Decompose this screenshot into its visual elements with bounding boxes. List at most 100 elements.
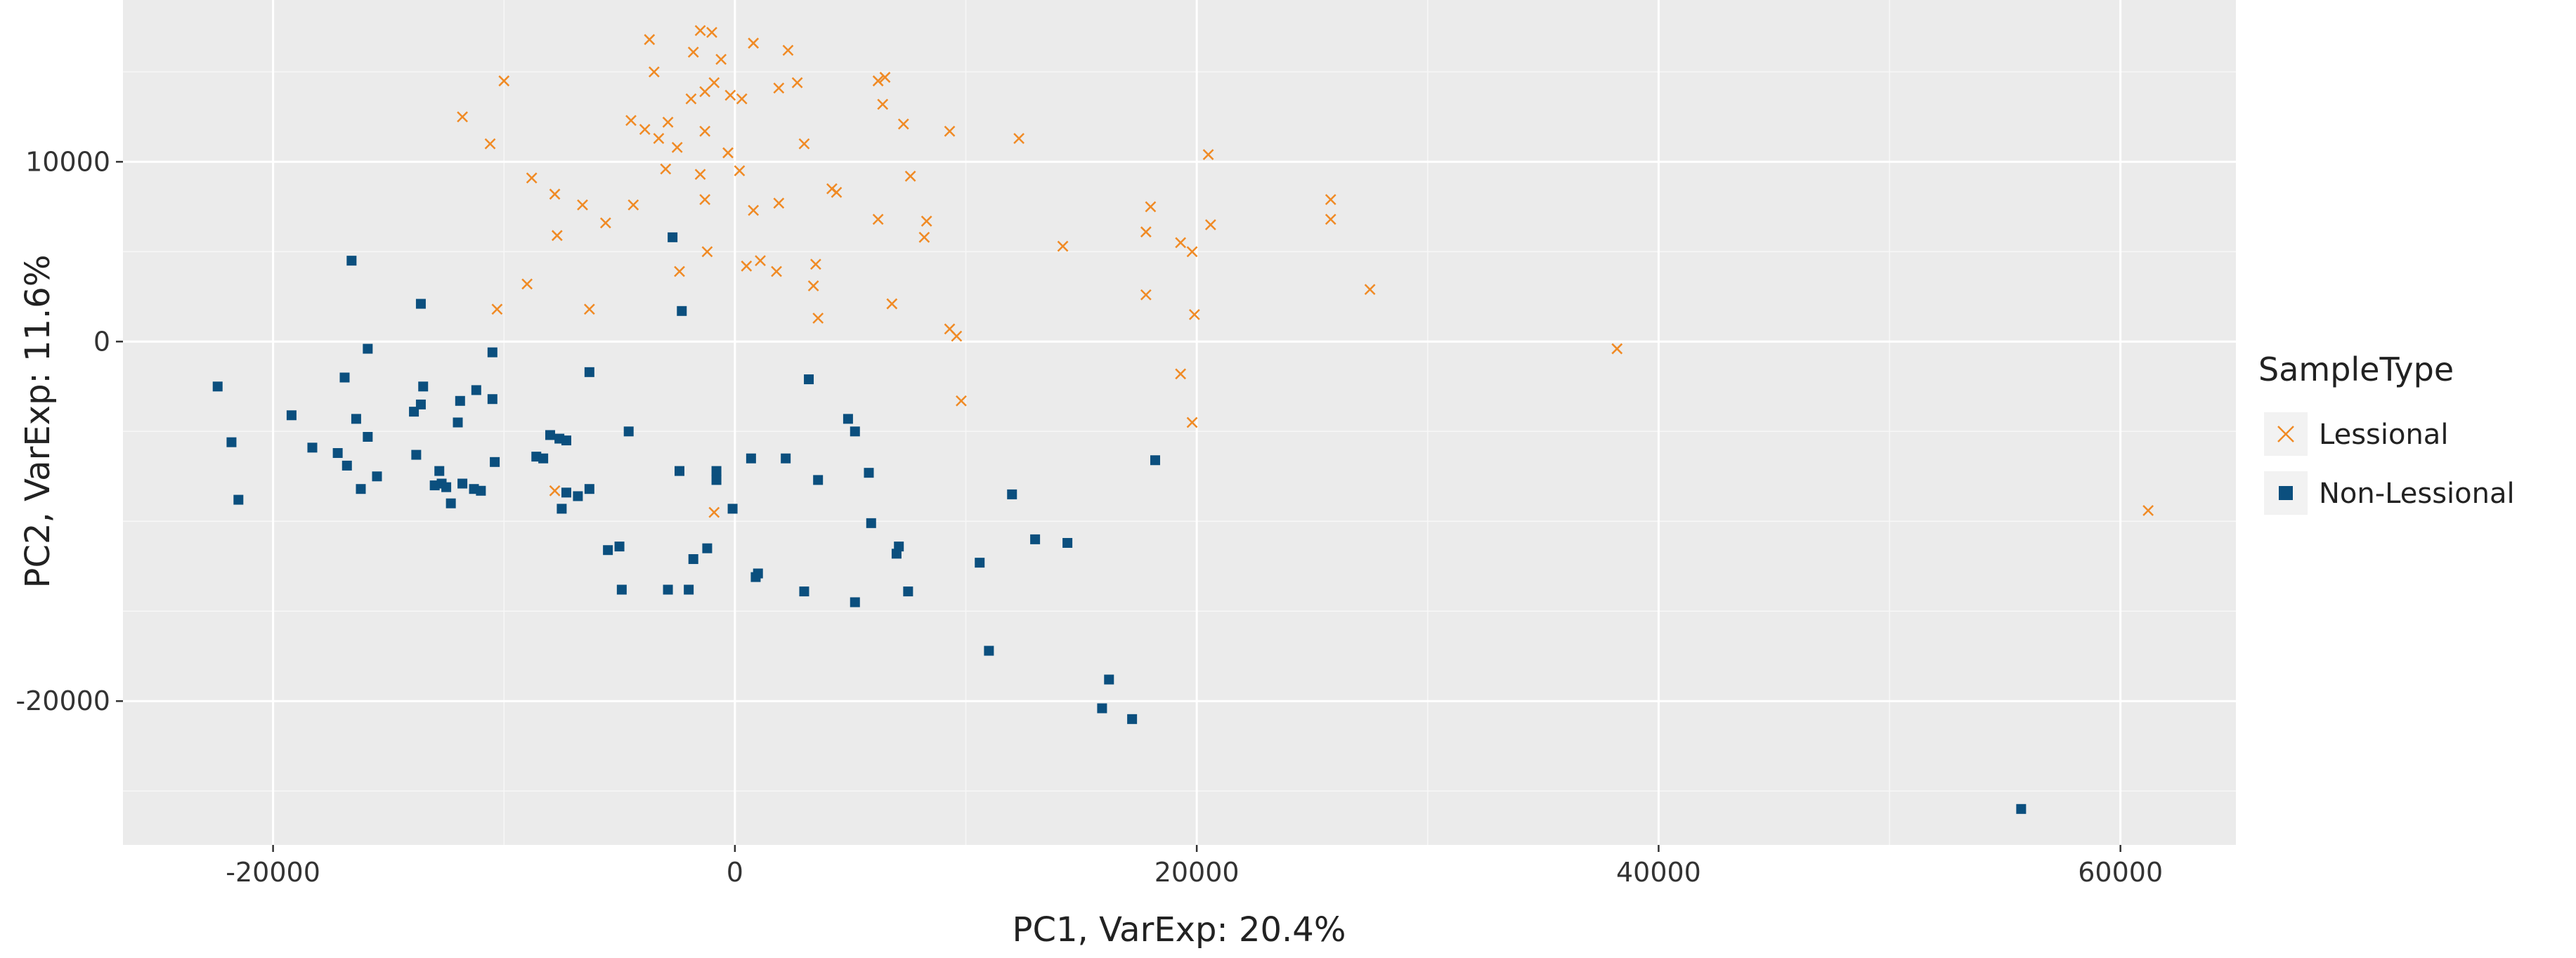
- data-point-non-lessional: [1104, 674, 1114, 685]
- data-point-lessional: [699, 194, 711, 205]
- y-axis-title: PC2, VarExp: 11.6%: [18, 255, 58, 589]
- data-point-non-lessional: [1030, 534, 1041, 544]
- data-point-lessional: [491, 303, 503, 315]
- y-axis: -20000 0 10000: [15, 146, 123, 716]
- data-point-non-lessional: [677, 306, 687, 316]
- data-point-lessional: [741, 260, 753, 272]
- data-point-lessional: [577, 199, 588, 211]
- data-point-non-lessional: [561, 435, 571, 446]
- data-point-non-lessional: [307, 442, 318, 453]
- data-point-non-lessional: [332, 448, 343, 459]
- data-point-lessional: [951, 330, 963, 342]
- data-point-non-lessional: [584, 367, 594, 377]
- data-point-non-lessional: [668, 232, 678, 242]
- data-point-non-lessional: [471, 385, 481, 395]
- data-point-non-lessional: [457, 478, 468, 489]
- data-point-lessional: [498, 75, 510, 87]
- data-point-lessional: [706, 27, 717, 38]
- data-point-non-lessional: [984, 645, 994, 656]
- data-point-lessional: [1325, 214, 1336, 225]
- data-point-non-lessional: [441, 482, 452, 492]
- data-point-lessional: [807, 280, 819, 291]
- data-point-lessional: [748, 37, 760, 49]
- data-point-lessional: [1175, 368, 1187, 380]
- data-point-non-lessional: [487, 347, 497, 357]
- data-point-lessional: [724, 89, 736, 101]
- y-tick-label: -20000: [15, 685, 110, 716]
- data-point-lessional: [812, 313, 824, 324]
- data-point-non-lessional: [561, 487, 571, 498]
- data-point-lessional: [625, 114, 637, 126]
- legend-title: SampleType: [2258, 350, 2454, 388]
- data-point-non-lessional: [363, 431, 373, 442]
- data-point-non-lessional: [1097, 703, 1107, 714]
- data-point-lessional: [662, 117, 674, 128]
- grid-major: [123, 0, 2236, 845]
- data-point-lessional: [1202, 149, 1214, 161]
- data-point-lessional: [521, 278, 533, 290]
- data-point-lessional: [549, 485, 561, 497]
- data-point-lessional: [771, 265, 782, 277]
- data-point-non-lessional: [418, 381, 429, 392]
- data-point-non-lessional: [1127, 714, 1138, 724]
- data-point-non-lessional: [1007, 489, 1017, 499]
- data-point-lessional: [1325, 194, 1336, 205]
- data-point-non-lessional: [346, 256, 357, 266]
- data-point-non-lessional: [545, 430, 555, 440]
- data-point-non-lessional: [843, 414, 853, 424]
- data-point-lessional: [701, 246, 713, 258]
- data-point-lessional: [1057, 240, 1069, 252]
- data-point-non-lessional: [453, 417, 463, 428]
- data-point-non-lessional: [445, 498, 456, 508]
- data-point-lessional: [755, 255, 766, 267]
- data-point-lessional: [722, 147, 734, 159]
- data-point-lessional: [748, 204, 760, 216]
- data-point-non-lessional: [2016, 803, 2027, 814]
- data-point-non-lessional: [573, 491, 583, 501]
- data-point-lessional: [1145, 201, 1157, 213]
- data-point-non-lessional: [351, 414, 361, 424]
- data-point-non-lessional: [584, 484, 594, 494]
- data-point-lessional: [1611, 343, 1623, 355]
- data-point-lessional: [831, 186, 843, 198]
- data-point-lessional: [699, 125, 711, 137]
- data-point-lessional: [1186, 416, 1198, 428]
- data-point-lessional: [1188, 309, 1200, 320]
- data-point-lessional: [736, 93, 748, 105]
- data-point-lessional: [648, 66, 660, 78]
- data-point-lessional: [734, 165, 746, 177]
- data-point-non-lessional: [727, 504, 738, 514]
- x-tick-label: -20000: [226, 857, 320, 888]
- data-point-lessional: [674, 265, 685, 277]
- data-point-non-lessional: [614, 542, 625, 552]
- data-point-lessional: [639, 124, 651, 136]
- legend: SampleType Lessional Non-Lessional: [2258, 350, 2515, 515]
- legend-label-non-lessional: Non-Lessional: [2319, 478, 2515, 510]
- data-point-non-lessional: [226, 437, 237, 447]
- data-point-non-lessional: [415, 298, 426, 309]
- data-point-lessional: [685, 93, 697, 105]
- data-point-lessional: [1364, 284, 1376, 295]
- data-point-non-lessional: [850, 426, 860, 437]
- data-point-non-lessional: [813, 475, 824, 485]
- data-point-non-lessional: [663, 584, 673, 595]
- data-point-lessional: [773, 82, 785, 94]
- data-point-non-lessional: [356, 484, 366, 494]
- data-point-lessional: [644, 34, 656, 46]
- data-point-non-lessional: [490, 457, 500, 467]
- data-point-non-lessional: [557, 504, 567, 514]
- data-point-non-lessional: [781, 453, 791, 464]
- data-point-non-lessional: [684, 584, 694, 595]
- data-point-lessional: [694, 25, 706, 37]
- data-point-non-lessional: [411, 450, 422, 460]
- data-point-non-lessional: [891, 549, 902, 559]
- data-point-lessional: [549, 188, 561, 200]
- data-point-non-lessional: [372, 471, 382, 482]
- data-point-lessional: [904, 170, 916, 182]
- data-point-lessional: [1175, 237, 1187, 249]
- data-point-lessional: [660, 163, 672, 175]
- legend-marker-lessional: [2277, 426, 2294, 442]
- legend-x-marker: [2277, 426, 2294, 442]
- data-point-lessional: [671, 142, 683, 153]
- data-point-non-lessional: [341, 460, 352, 471]
